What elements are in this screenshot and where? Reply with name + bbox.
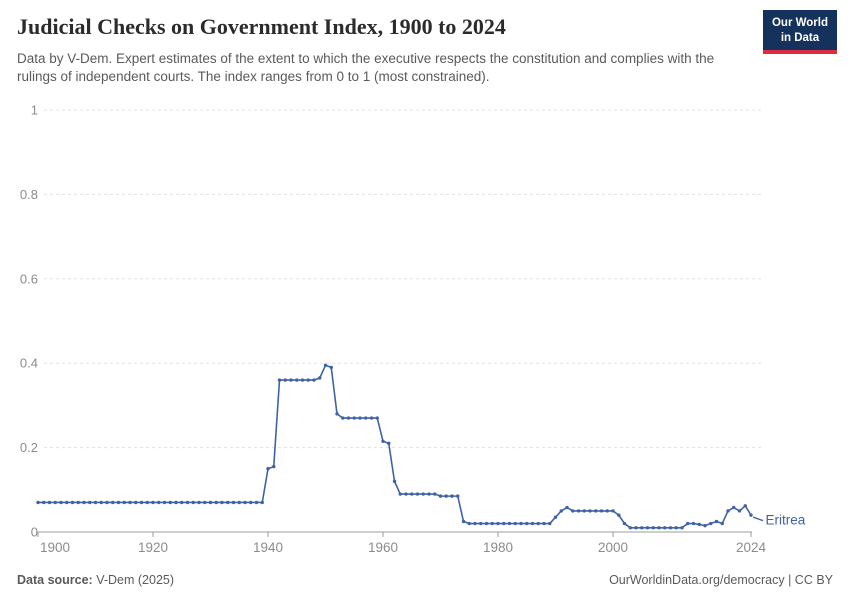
chart-area[interactable]: 0 0.2 0.4 0.6 0.8 1 1900 1920 1940 1960 1980 2000 20… [0, 95, 850, 570]
data-source: Data source: V-Dem (2025) [17, 573, 174, 587]
svg-text:0.2: 0.2 [20, 440, 38, 455]
page-title: Judicial Checks on Government Index, 190… [17, 14, 506, 39]
data-source-label: Data source: [17, 573, 93, 587]
svg-text:2000: 2000 [598, 540, 628, 555]
data-source-value: V-Dem (2025) [96, 573, 175, 587]
svg-text:1980: 1980 [483, 540, 513, 555]
credit-link[interactable]: OurWorldinData.org/democracy | CC BY [609, 573, 833, 587]
chart-subtitle: Data by V-Dem. Expert estimates of the e… [17, 51, 715, 85]
svg-text:1940: 1940 [253, 540, 283, 555]
svg-text:1920: 1920 [138, 540, 168, 555]
owid-logo[interactable]: Our World in Data [762, 10, 837, 55]
chart-svg[interactable]: 0 0.2 0.4 0.6 0.8 1 1900 1920 1940 1960 1980 2000 20… [0, 95, 850, 570]
owid-logo-line1: Our World [771, 17, 828, 29]
svg-text:2024: 2024 [736, 540, 767, 555]
chart-footer: Data source: V-Dem (2025) OurWorldinData… [17, 573, 833, 587]
svg-text:1900: 1900 [40, 540, 70, 555]
svg-text:0.6: 0.6 [20, 271, 38, 286]
owid-logo-line2: in Data [780, 31, 820, 44]
svg-text:1960: 1960 [368, 540, 398, 555]
svg-text:0.8: 0.8 [20, 187, 38, 202]
svg-text:1: 1 [31, 103, 38, 118]
svg-text:0: 0 [31, 525, 38, 540]
svg-text:0.4: 0.4 [20, 356, 38, 371]
series-end-label: Eritrea [766, 513, 806, 528]
